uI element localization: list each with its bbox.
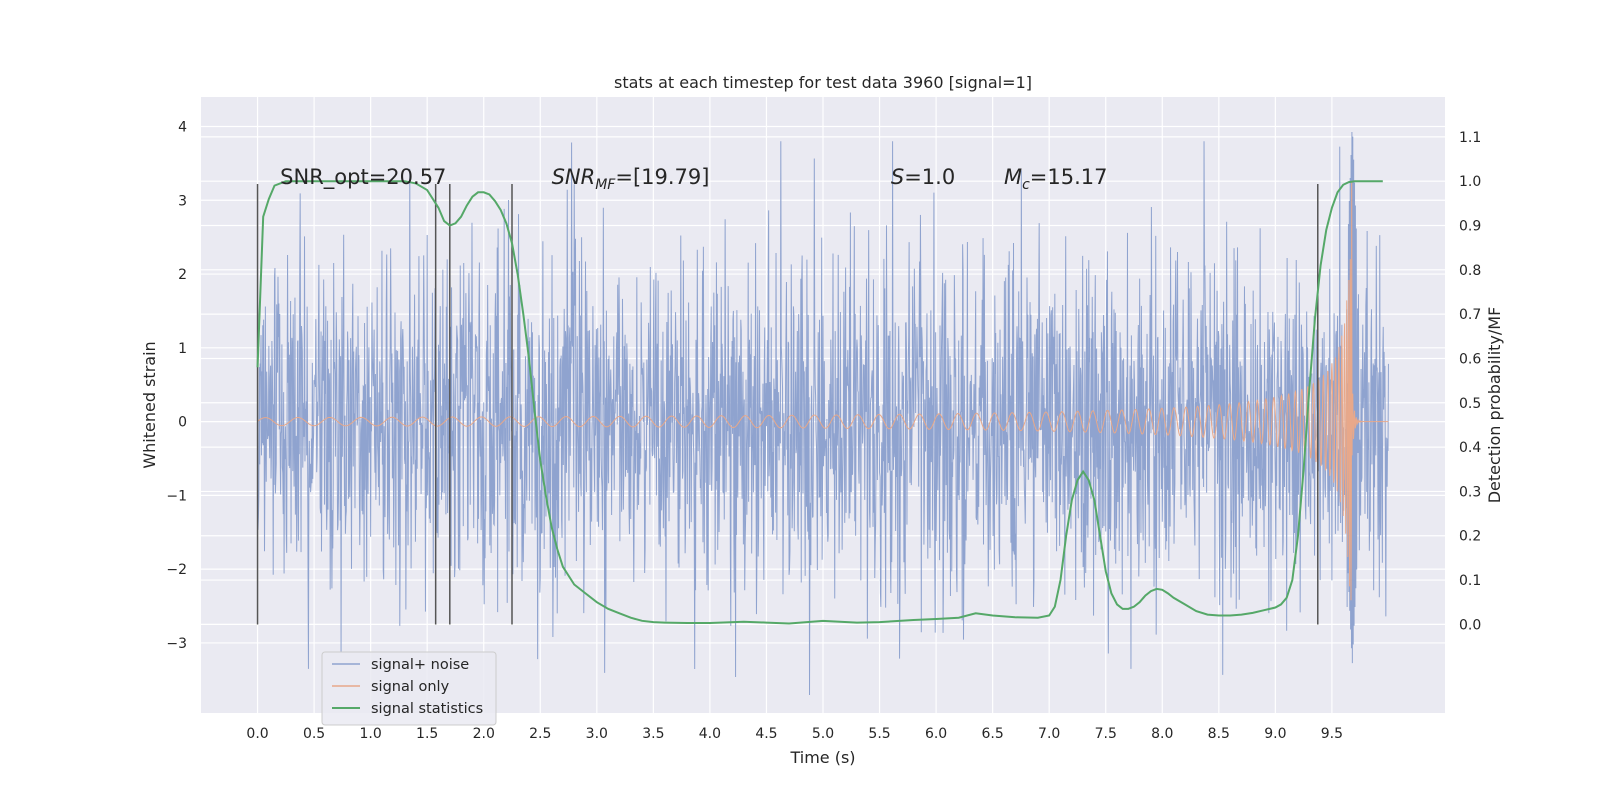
y-tick-label: 2 <box>178 267 187 283</box>
x-tick-label: 3.5 <box>642 726 664 742</box>
x-tick-label: 6.5 <box>982 726 1004 742</box>
annotation-snr-opt: SNR_opt=20.57 <box>280 165 446 190</box>
y2-tick-labels: 1.1 1.0 0.9 0.8 0.7 0.6 0.5 0.4 0.3 0.2 0.1 0.0 <box>1459 130 1481 633</box>
y2-tick-label: 0.1 <box>1459 573 1481 589</box>
y2-tick-label: 0.8 <box>1459 263 1481 279</box>
chart-title: stats at each timestep for test data 396… <box>614 73 1032 92</box>
annotation-mc-val: Mc=15.17 <box>1004 165 1108 193</box>
legend-label-statistics: signal statistics <box>371 701 483 717</box>
noise-series <box>257 132 1389 695</box>
y-tick-label: 0 <box>178 415 187 431</box>
x-tick-label: 9.0 <box>1264 726 1286 742</box>
y-tick-label: 3 <box>178 193 187 209</box>
x-tick-labels: 0.0 0.5 1.0 1.5 2.0 2.5 3.0 3.5 4.0 4.5 5.0 5.5 6.0 6… <box>246 726 1343 742</box>
signal-series <box>257 181 1389 601</box>
x-tick-label: 7.5 <box>1095 726 1117 742</box>
x-tick-label: 3.0 <box>586 726 608 742</box>
x-tick-label: 0.5 <box>303 726 325 742</box>
y-tick-labels: 4 3 2 1 0 −1 −2 −3 <box>166 120 187 652</box>
x-tick-label: 9.5 <box>1321 726 1343 742</box>
y2-tick-label: 0.4 <box>1459 440 1481 456</box>
y2-tick-label: 0.0 <box>1459 617 1481 633</box>
y2-tick-label: 0.6 <box>1459 351 1481 367</box>
annotation-s-val: S=1.0 <box>891 165 955 189</box>
x-tick-label: 1.5 <box>416 726 438 742</box>
legend: signal+ noise signal only signal statist… <box>321 651 497 726</box>
y2-axis-label: Detection probability/MF <box>1485 307 1504 504</box>
y2-tick-label: 0.9 <box>1459 219 1481 235</box>
y2-tick-label: 0.7 <box>1459 307 1481 323</box>
x-tick-label: 1.0 <box>360 726 382 742</box>
y-tick-label: −2 <box>166 562 187 578</box>
annotation-snr-mf: SNRMF=[19.79] <box>552 165 710 193</box>
x-tick-label: 7.0 <box>1038 726 1060 742</box>
x-tick-label: 8.5 <box>1208 726 1230 742</box>
annotations: SNR_opt=20.57 SNRMF=[19.79] S=1.0 Mc=15.17 <box>280 165 1107 193</box>
x-axis-label: Time (s) <box>789 748 855 767</box>
x-tick-label: 5.0 <box>812 726 834 742</box>
x-tick-label: 6.0 <box>925 726 947 742</box>
x-tick-label: 2.5 <box>529 726 551 742</box>
y-tick-label: −3 <box>166 636 187 652</box>
x-tick-label: 4.5 <box>755 726 777 742</box>
x-tick-label: 4.0 <box>699 726 721 742</box>
legend-box <box>321 651 497 726</box>
x-tick-label: 8.0 <box>1151 726 1173 742</box>
legend-label-signal: signal only <box>371 679 450 695</box>
x-tick-label: 5.5 <box>868 726 890 742</box>
y2-tick-label: 1.0 <box>1459 174 1481 190</box>
y2-tick-label: 1.1 <box>1459 130 1481 146</box>
y-axis-label: Whitened strain <box>140 341 159 468</box>
y2-tick-label: 0.3 <box>1459 484 1481 500</box>
statistics-series <box>256 180 1383 625</box>
y-tick-label: −1 <box>166 488 187 504</box>
y2-tick-label: 0.2 <box>1459 529 1481 545</box>
y2-tick-label: 0.5 <box>1459 396 1481 412</box>
signal-series-line <box>257 181 1389 601</box>
vertical-markers <box>256 184 1319 625</box>
x-tick-label: 2.0 <box>473 726 495 742</box>
y-tick-label: 4 <box>178 120 187 136</box>
y-tick-label: 1 <box>178 341 187 357</box>
legend-label-noise: signal+ noise <box>371 657 469 673</box>
noise-series-line <box>257 132 1389 695</box>
x-tick-label: 0.0 <box>246 726 268 742</box>
statistics-series-line <box>256 180 1383 625</box>
